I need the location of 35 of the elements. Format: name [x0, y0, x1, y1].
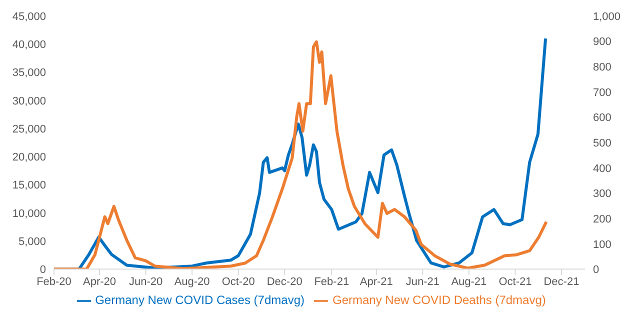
y2-tick-label: 900: [593, 36, 612, 48]
y2-tick-label: 100: [593, 238, 612, 251]
y2-tick-label: 1,000: [593, 10, 621, 23]
y-tick-label: 25,000: [12, 123, 46, 136]
y2-tick-label: 400: [593, 162, 612, 175]
legend-label: Germany New COVID Deaths (7dmavg): [332, 293, 546, 308]
y2-tick-label: 0: [593, 264, 600, 276]
x-tick-label: Jun-21: [406, 276, 440, 288]
y-tick-label: 10,000: [12, 208, 46, 220]
x-tick-label: Dec-21: [544, 276, 580, 288]
x-tick-label: Oct-20: [222, 276, 255, 288]
x-tick-label: Aug-20: [174, 276, 210, 288]
y2-tick-label: 300: [593, 188, 612, 200]
legend-label: Germany New COVID Cases (7dmavg): [95, 293, 304, 308]
x-tick-label: Apr-21: [360, 276, 393, 288]
y-tick-label: 30,000: [12, 95, 46, 108]
x-tick-label: Oct-21: [498, 276, 532, 288]
y2-tick-label: 500: [593, 137, 612, 150]
y2-tick-label: 600: [593, 112, 612, 124]
y2-tick-label: 200: [593, 213, 612, 226]
x-tick-label: Feb-20: [36, 276, 72, 288]
x-tick-label: Dec-20: [266, 276, 302, 288]
y-tick-label: 35,000: [12, 67, 46, 80]
y-tick-label: 20,000: [12, 152, 46, 164]
x-tick-label: Aug-21: [451, 276, 487, 288]
x-tick-label: Apr-20: [83, 276, 116, 288]
x-tick-label: Jun-20: [128, 276, 163, 288]
y-tick-label: 0: [40, 264, 46, 276]
y-tick-label: 45,000: [12, 10, 46, 23]
y-tick-label: 5,000: [18, 236, 46, 248]
y2-tick-label: 700: [593, 86, 612, 99]
y-tick-label: 40,000: [12, 39, 46, 52]
x-tick-label: Feb-21: [314, 276, 350, 288]
y2-tick-label: 800: [593, 62, 612, 74]
y-tick-label: 15,000: [12, 180, 46, 192]
